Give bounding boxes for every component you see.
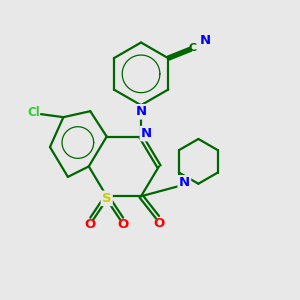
Text: N: N	[200, 34, 211, 47]
Text: N: N	[141, 127, 152, 140]
Text: O: O	[153, 217, 165, 230]
Text: N: N	[136, 105, 147, 118]
Text: N: N	[179, 176, 190, 189]
Text: S: S	[102, 192, 112, 205]
Text: Cl: Cl	[27, 106, 40, 119]
Text: O: O	[85, 218, 96, 231]
Text: C: C	[188, 43, 196, 53]
Text: O: O	[118, 218, 129, 231]
